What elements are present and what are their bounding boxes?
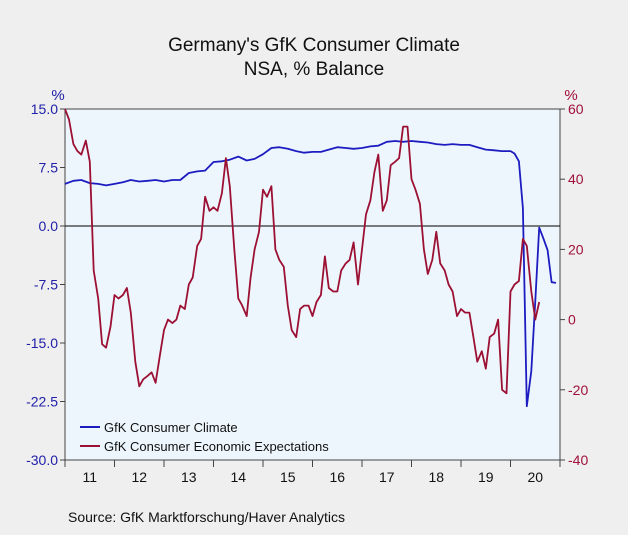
legend-label-expectations: GfK Consumer Economic Expectations [104,439,329,454]
x-axis-tick-label: 11 [82,469,97,485]
series-line-economic-expectations [64,108,541,395]
source-note: Source: GfK Marktforschung/Haver Analyti… [68,509,345,525]
legend: GfK Consumer Climate GfK Consumer Econom… [80,420,329,454]
x-axis-tick-label: 14 [230,469,246,485]
legend-label-climate: GfK Consumer Climate [104,420,238,435]
right-axis-unit: % [564,87,577,104]
x-axis-tick-label: 16 [329,469,345,485]
left-axis-tick-label: -7.5 [34,277,58,293]
left-axis-tick-label: -30.0 [26,452,58,468]
x-axis-tick-label: 17 [379,469,395,485]
left-axis-tick-label: 7.5 [39,160,59,176]
left-axis-tick-label: 15.0 [31,101,58,117]
x-axis-tick-label: 13 [181,469,197,485]
series-line-consumer-climate [64,140,557,408]
chart-title: Germany's GfK Consumer Climate [168,35,460,56]
series-layer [64,108,557,408]
plot-area [64,108,561,461]
left-axis: 15.0 7.5 0.0 -7.5 -15.0 -22.5 -30.0 [26,101,65,468]
right-axis-tick-label: -20 [568,382,588,398]
right-axis-tick-label: 20 [568,241,584,257]
right-axis-tick-label: -40 [568,452,588,468]
left-axis-unit: % [51,87,64,104]
right-axis-tick-label: 0 [568,312,576,328]
left-axis-tick-label: -22.5 [26,394,58,410]
chart-subtitle: NSA, % Balance [244,59,384,80]
x-axis: 11 12 13 14 15 16 17 18 19 20 [64,460,561,485]
right-axis-tick-label: 40 [568,171,584,187]
left-axis-tick-label: 0.0 [39,218,59,234]
x-axis-tick-label: 15 [280,469,296,485]
x-axis-tick-label: 20 [527,469,543,485]
x-axis-tick-label: 12 [131,469,147,485]
x-axis-tick-label: 18 [428,469,444,485]
x-axis-tick-label: 19 [478,469,494,485]
right-axis-tick-label: 60 [568,101,584,117]
left-axis-tick-label: -15.0 [26,335,58,351]
right-axis: 60 40 20 0 -20 -40 [560,101,588,468]
